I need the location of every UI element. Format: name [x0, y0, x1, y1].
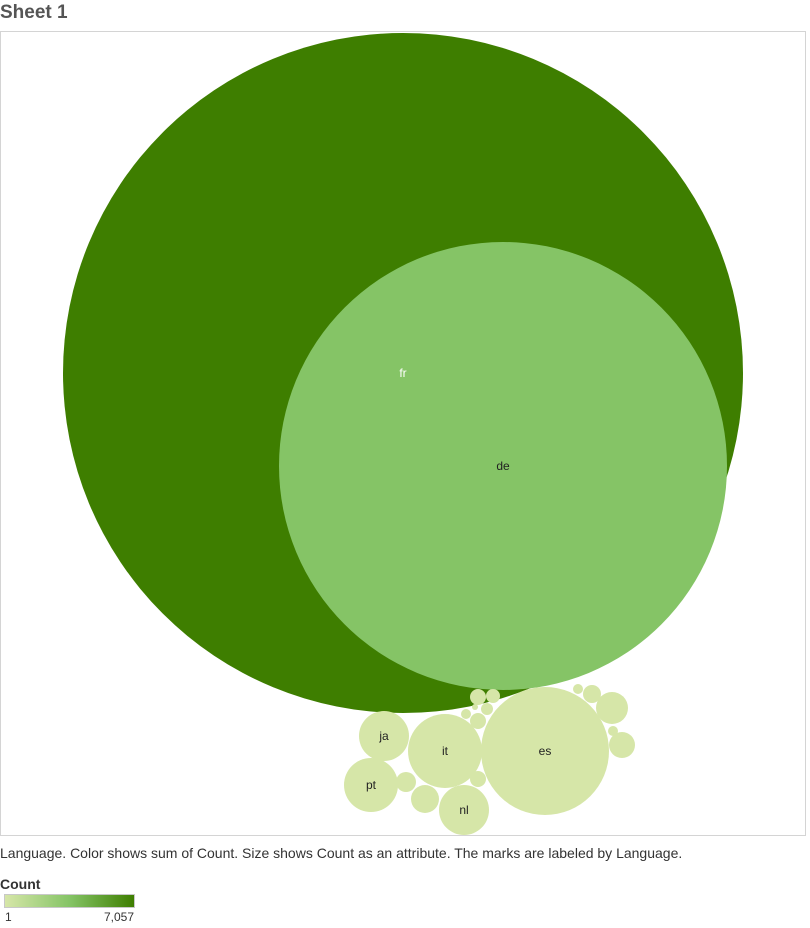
bubble-unlabeled[interactable]	[470, 713, 486, 729]
bubble-unlabeled[interactable]	[470, 771, 486, 787]
bubble-es[interactable]	[481, 687, 609, 815]
sheet-title: Sheet 1	[0, 2, 68, 23]
bubble-unlabeled[interactable]	[470, 689, 486, 705]
bubble-chart: fr de es it nl ja pt	[63, 33, 743, 835]
bubble-label-it: it	[442, 744, 449, 758]
legend-color-ramp	[4, 894, 135, 908]
bubble-unlabeled[interactable]	[583, 685, 601, 703]
bubble-it[interactable]	[408, 714, 482, 788]
legend-title: Count	[0, 876, 41, 892]
bubble-unlabeled[interactable]	[472, 704, 478, 710]
bubble-label-de: de	[496, 459, 510, 473]
bubble-unlabeled[interactable]	[609, 732, 635, 758]
bubble-label-pt: pt	[366, 778, 377, 792]
bubble-unlabeled[interactable]	[486, 689, 500, 703]
chart-caption: Language. Color shows sum of Count. Size…	[0, 845, 683, 861]
bubble-unlabeled[interactable]	[461, 709, 471, 719]
bubble-unlabeled[interactable]	[596, 692, 628, 724]
bubble-nl[interactable]	[439, 785, 489, 835]
bubble-chart-area: fr de es it nl ja pt	[0, 31, 806, 836]
bubble-label-fr: fr	[399, 366, 406, 380]
bubble-unlabeled[interactable]	[396, 772, 416, 792]
bubble-label-nl: nl	[459, 803, 468, 817]
bubble-pt[interactable]	[344, 758, 398, 812]
bubble-unlabeled[interactable]	[481, 703, 493, 715]
legend-max-label: 7,057	[104, 910, 135, 924]
bubble-de[interactable]	[279, 242, 727, 690]
bubble-unlabeled[interactable]	[608, 726, 618, 736]
legend-min-label: 1	[5, 910, 12, 924]
bubble-unlabeled[interactable]	[573, 684, 583, 694]
bubble-ja[interactable]	[359, 711, 409, 761]
bubble-unlabeled[interactable]	[411, 785, 439, 813]
bubble-label-es: es	[539, 744, 552, 758]
bubble-label-ja: ja	[378, 729, 389, 743]
